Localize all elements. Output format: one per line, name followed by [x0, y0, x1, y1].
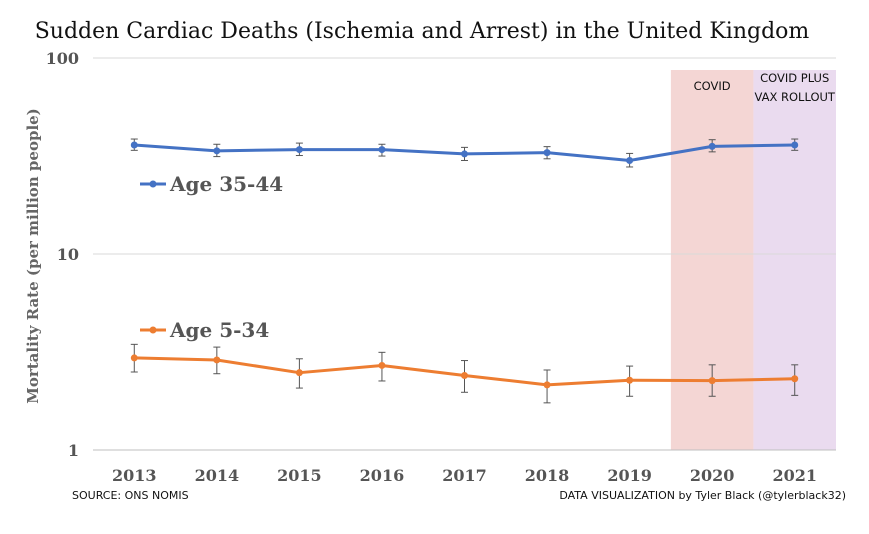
chart-title: Sudden Cardiac Deaths (Ischemia and Arre… [35, 19, 810, 44]
x-tick-2021: 2021 [772, 466, 817, 485]
gridlines [93, 57, 836, 451]
data-point [708, 142, 716, 150]
y-tick-100: 100 [46, 49, 79, 68]
x-tick-2014: 2014 [195, 466, 240, 485]
data-point [378, 361, 386, 369]
x-tick-2017: 2017 [442, 466, 487, 485]
data-point [543, 149, 551, 157]
series-1 [130, 343, 799, 404]
x-tick-2018: 2018 [525, 466, 570, 485]
y-axis-ticks: 1 10 100 [46, 49, 79, 460]
data-point [378, 146, 386, 154]
x-tick-2016: 2016 [360, 466, 405, 485]
x-tick-2019: 2019 [607, 466, 652, 485]
legend-marker-0 [149, 180, 157, 188]
x-tick-2013: 2013 [112, 466, 157, 485]
series-group [130, 138, 799, 404]
x-axis-ticks: 2013 2014 2015 2016 2017 2018 2019 2020 2021 [112, 466, 817, 485]
data-point [130, 141, 138, 149]
band-label-1-line1: COVID PLUS [760, 71, 829, 85]
legend-label-0: Age 35-44 [169, 172, 283, 196]
data-point [461, 150, 468, 158]
data-point [543, 381, 551, 389]
y-tick-10: 10 [57, 245, 79, 264]
data-point [130, 354, 138, 362]
y-axis-label: Mortality Rate (per million people) [24, 108, 42, 404]
data-point [626, 156, 634, 164]
credit-note: DATA VISUALIZATION by Tyler Black (@tyle… [559, 489, 846, 502]
data-point [791, 141, 799, 149]
source-note: SOURCE: ONS NOMIS [72, 489, 189, 502]
data-point [708, 377, 716, 385]
legend-marker-1 [149, 326, 157, 334]
period-bands: COVID COVID PLUS VAX ROLLOUT [670, 70, 836, 450]
x-tick-2020: 2020 [690, 466, 735, 485]
data-point [213, 147, 221, 155]
legend-label-1: Age 5-34 [169, 318, 269, 342]
data-point [295, 146, 303, 154]
data-point [626, 376, 634, 384]
band-label-1-line2: VAX ROLLOUT [754, 90, 835, 104]
y-tick-1: 1 [68, 441, 79, 460]
data-point [213, 356, 221, 364]
series-0 [130, 138, 799, 168]
data-point [791, 375, 799, 383]
data-point [461, 371, 468, 379]
band-label-0: COVID [694, 79, 731, 93]
legend: Age 35-44 Age 5-34 [140, 172, 283, 342]
x-tick-2015: 2015 [277, 466, 322, 485]
data-point [295, 369, 303, 377]
